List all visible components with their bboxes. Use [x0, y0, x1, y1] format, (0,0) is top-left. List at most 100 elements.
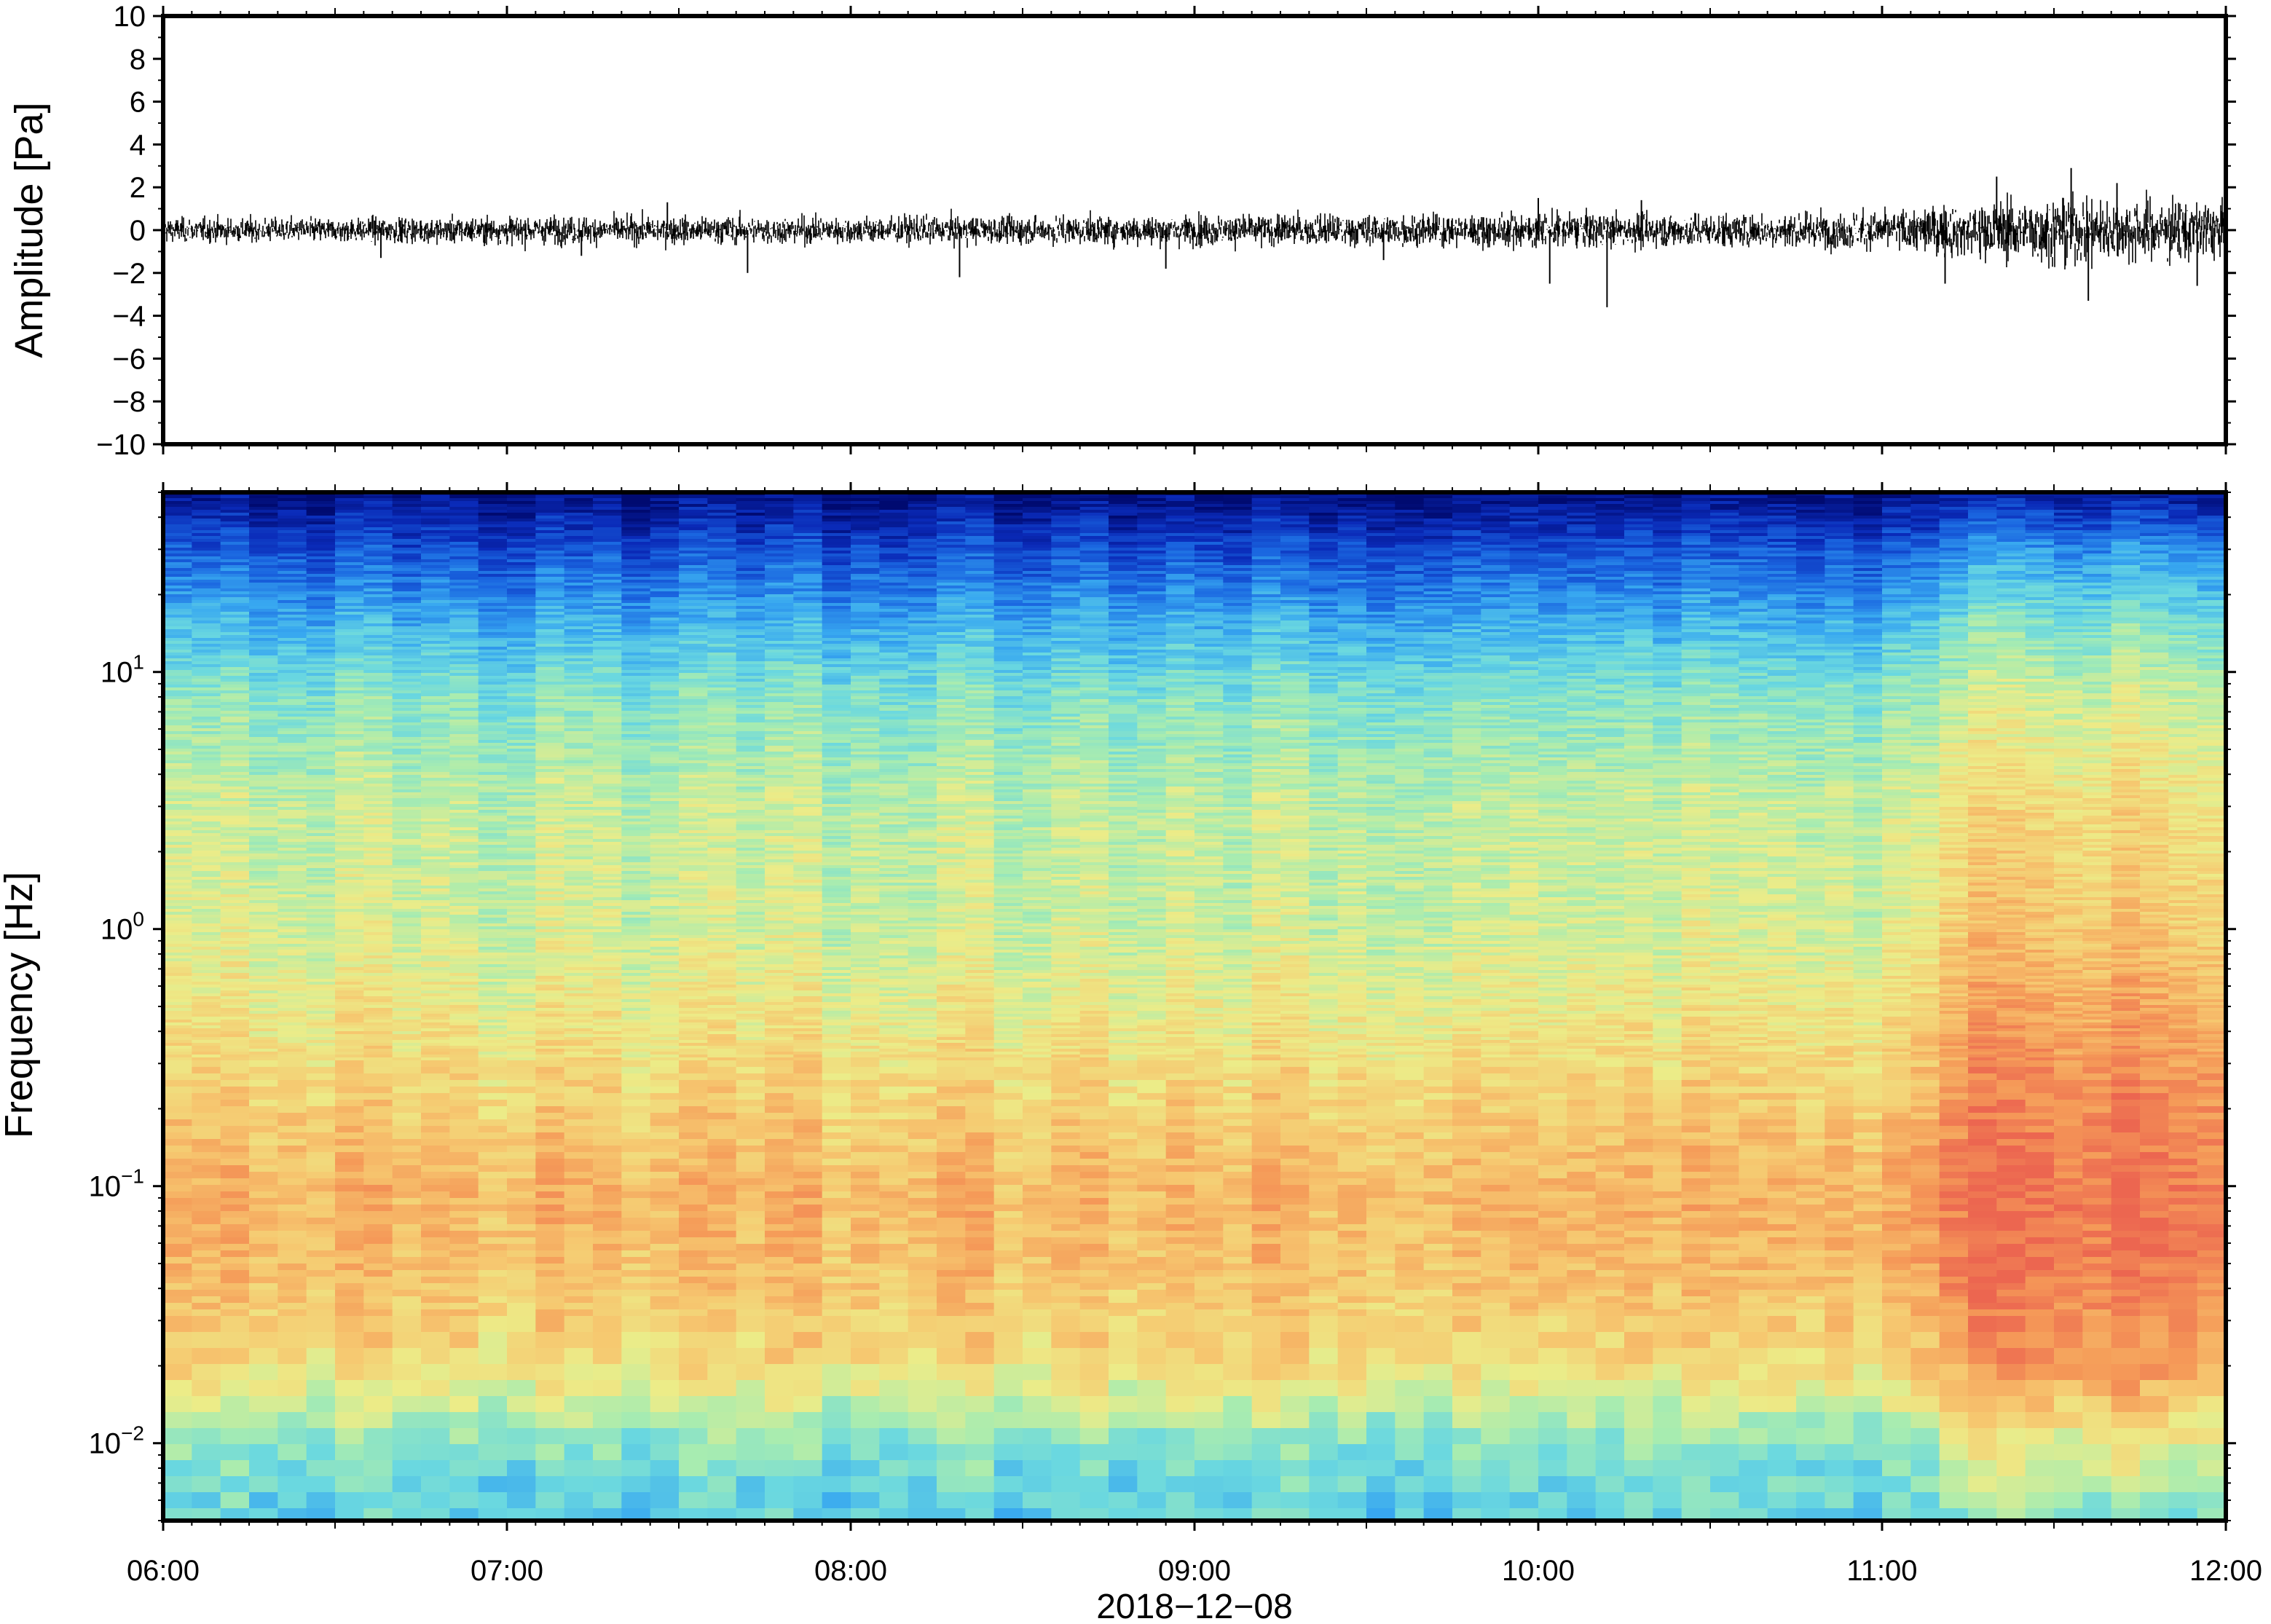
spectrogram-cell — [335, 772, 364, 776]
spectrogram-cell — [535, 696, 565, 700]
spectrogram-cell — [621, 833, 651, 837]
spectrogram-cell — [192, 1309, 221, 1317]
spectrogram-cell — [249, 964, 278, 968]
spectrogram-cell — [650, 1270, 680, 1277]
spectrogram-cell — [650, 1211, 680, 1218]
spectrogram-cell — [650, 798, 680, 802]
spectrogram-cell — [306, 556, 336, 560]
spectrogram-cell — [306, 1348, 336, 1365]
spectrogram-cell — [421, 574, 450, 578]
spectrogram-cell — [421, 746, 450, 749]
spectrogram-cell — [192, 1052, 221, 1055]
spectrogram-cell — [449, 973, 479, 977]
spectrogram-cell — [679, 894, 708, 898]
spectrogram-cell — [278, 1476, 307, 1493]
spectrogram-cell — [163, 501, 192, 505]
spectrogram-cell — [478, 714, 508, 717]
spectrogram-cell — [335, 923, 364, 927]
spectrogram-cell — [650, 1172, 680, 1179]
spectrogram-cell — [593, 539, 622, 543]
spectrogram-cell — [220, 1106, 250, 1113]
spectrogram-cell — [306, 1152, 336, 1159]
spectrogram-cell — [679, 833, 708, 837]
spectrogram-cell — [679, 1025, 708, 1029]
spectrogram-cell — [306, 623, 336, 627]
spectrogram-cell — [363, 545, 393, 548]
spectrogram-cell — [650, 638, 680, 642]
spectrogram-cell — [392, 909, 422, 912]
spectrogram-cell — [535, 673, 565, 677]
spectrogram-cell — [679, 792, 708, 796]
spectrogram-cell — [163, 1198, 192, 1205]
spectrogram-cell — [163, 982, 192, 985]
spectrogram-cell — [163, 1296, 192, 1304]
spectrogram-cell — [478, 647, 508, 650]
spectrogram-cell — [335, 1165, 364, 1172]
spectrogram-cell — [249, 548, 278, 551]
spectrogram-cell — [192, 775, 221, 779]
spectrogram-cell — [306, 752, 336, 755]
spectrogram-cell — [306, 667, 336, 671]
spectrogram-cell — [163, 1034, 192, 1038]
spectrogram-cell — [621, 836, 651, 840]
spectrogram-cell — [278, 705, 307, 709]
spectrogram-cell — [593, 1205, 622, 1212]
spectrogram-cell — [621, 714, 651, 717]
spectrogram-cell — [621, 1106, 651, 1113]
spectrogram-cell — [363, 789, 393, 793]
spectrogram-cell — [249, 521, 278, 525]
spectrogram-cell — [621, 775, 651, 779]
spectrogram-cell — [249, 988, 278, 991]
spectrogram-cell — [220, 1002, 250, 1006]
spectrogram-cell — [306, 638, 336, 642]
spectrogram-cell — [679, 664, 708, 668]
spectrogram-cell — [650, 894, 680, 898]
spectrogram-cell — [478, 670, 508, 674]
spectrogram-cell — [335, 813, 364, 816]
spectrogram-cell — [335, 947, 364, 950]
spectrogram-cell — [220, 647, 250, 650]
spectrogram-cell — [249, 641, 278, 645]
spectrogram-cell — [220, 964, 250, 968]
spectrogram-cell — [593, 932, 622, 936]
spectrogram-cell — [449, 1055, 479, 1058]
spectrogram-cell — [421, 985, 450, 988]
spectrogram-cell — [650, 813, 680, 816]
spectrogram-cell — [478, 553, 508, 557]
spectrogram-cell — [249, 877, 278, 880]
spectrogram-cell — [192, 970, 221, 974]
spectrogram-cell — [650, 504, 680, 508]
spectrogram-cell — [707, 565, 737, 569]
spectrogram-cell — [278, 923, 307, 927]
spectrogram-cell — [363, 591, 393, 595]
spectrogram-cell — [392, 1017, 422, 1020]
spectrogram-cell — [163, 743, 192, 746]
spectrogram-cell — [707, 524, 737, 528]
spectrogram-cell — [449, 746, 479, 749]
spectrogram-cell — [449, 603, 479, 607]
spectrogram-cell — [392, 533, 422, 537]
spectrogram-cell — [249, 1231, 278, 1238]
spectrogram-cell — [421, 620, 450, 624]
spectrogram-cell — [421, 568, 450, 572]
spectrogram-cell — [449, 766, 479, 770]
spectrogram-cell — [363, 816, 393, 819]
spectrogram-cell — [220, 1211, 250, 1218]
spectrogram-cell — [650, 1002, 680, 1006]
spectrogram-cell — [363, 553, 393, 557]
spectrogram-cell — [363, 1049, 393, 1052]
spectrogram-cell — [249, 921, 278, 924]
spectrogram-cell — [449, 830, 479, 834]
spectrogram-cell — [192, 990, 221, 994]
spectrogram-cell — [278, 673, 307, 677]
spectrogram-cell — [363, 1316, 393, 1333]
spectrogram-cell — [335, 667, 364, 671]
spectrogram-cell — [564, 1185, 594, 1192]
spectrogram-cell — [163, 1037, 192, 1041]
spectrogram-cell — [593, 859, 622, 863]
spectrogram-cell — [421, 789, 450, 793]
spectrogram-cell — [535, 900, 565, 904]
spectrogram-cell — [249, 880, 278, 883]
spectrogram-cell — [449, 941, 479, 945]
spectrogram-cell — [363, 1185, 393, 1192]
